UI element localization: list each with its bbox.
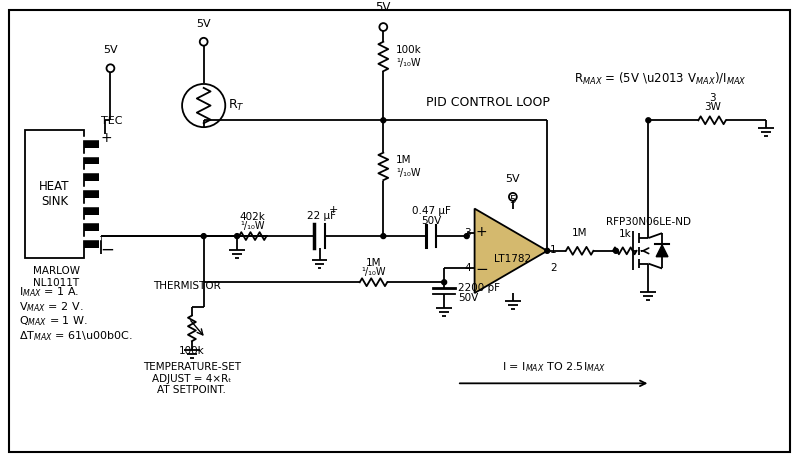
Text: −: − [101,241,114,259]
Text: 2200 pF: 2200 pF [458,283,500,293]
Text: 5: 5 [510,195,516,205]
Circle shape [464,234,469,238]
Text: −: − [475,262,488,277]
Text: +: + [101,131,112,145]
Text: Q$_{MAX}$ = 1 W.: Q$_{MAX}$ = 1 W. [19,315,88,328]
Text: 5V: 5V [506,174,520,184]
Bar [84,138,98,148]
Text: I = I$_{MAX}$ TO 2.5I$_{MAX}$: I = I$_{MAX}$ TO 2.5I$_{MAX}$ [502,360,606,375]
Text: 4: 4 [464,263,471,273]
Text: 1M: 1M [366,258,381,268]
Text: 5V: 5V [376,1,391,14]
Text: $\Delta$T$_{MAX}$ = 61\u00b0C.: $\Delta$T$_{MAX}$ = 61\u00b0C. [19,329,133,343]
Text: HEAT
SINK: HEAT SINK [39,180,70,208]
Text: 50V: 50V [458,293,478,303]
Polygon shape [656,245,668,257]
Text: 1M: 1M [572,228,587,238]
Text: 100k: 100k [396,44,422,54]
Text: 22 μF: 22 μF [307,212,336,222]
Bar [84,188,98,198]
Text: AT SETPOINT.: AT SETPOINT. [157,385,226,395]
Bar [84,238,98,248]
Text: 1: 1 [551,245,557,255]
Text: ¹/₁₀W: ¹/₁₀W [396,168,420,178]
Text: MARLOW: MARLOW [33,266,80,276]
Text: LT1782: LT1782 [495,254,531,264]
Bar [25,130,84,258]
Polygon shape [475,209,547,293]
Circle shape [381,234,386,238]
Text: I$_{MAX}$ = 1 A.: I$_{MAX}$ = 1 A. [19,285,79,299]
Text: THERMISTOR: THERMISTOR [153,281,221,291]
Text: 0.47 μF: 0.47 μF [412,207,451,217]
Text: 2: 2 [551,263,557,273]
Bar [84,222,98,231]
Bar [84,205,98,214]
Circle shape [235,234,240,238]
Text: 50V: 50V [421,216,442,226]
Circle shape [442,280,447,285]
Text: 1k: 1k [618,229,631,239]
Text: +: + [475,225,487,239]
Text: PID CONTROL LOOP: PID CONTROL LOOP [427,96,551,109]
Text: 3: 3 [709,93,715,103]
Text: TEMPERATURE-SET: TEMPERATURE-SET [143,362,241,372]
Text: 3: 3 [464,228,471,238]
Text: 402k: 402k [240,212,266,222]
Text: 5V: 5V [103,45,117,55]
Text: +: + [328,204,338,214]
Text: 3W: 3W [704,103,721,113]
Text: RFP30N06LE-ND: RFP30N06LE-ND [606,217,691,227]
Bar [84,155,98,164]
Text: TEC: TEC [101,116,122,126]
Text: 1M: 1M [396,154,411,164]
Circle shape [614,248,618,253]
Bar [84,171,98,181]
Text: NL1011T: NL1011T [34,278,80,288]
Text: ADJUST = 4×Rₜ: ADJUST = 4×Rₜ [153,374,232,384]
Circle shape [646,118,650,123]
Text: 5V: 5V [197,19,211,29]
Circle shape [381,118,386,123]
Text: ¹/₁₀W: ¹/₁₀W [396,59,420,69]
Circle shape [545,248,550,253]
Text: ¹/₁₀W: ¹/₁₀W [361,267,386,277]
Circle shape [201,234,206,238]
Text: V$_{MAX}$ = 2 V.: V$_{MAX}$ = 2 V. [19,300,84,314]
Text: R$_{MAX}$ = (5V \u2013 V$_{MAX}$)/I$_{MAX}$: R$_{MAX}$ = (5V \u2013 V$_{MAX}$)/I$_{MA… [574,71,746,87]
Text: 100k: 100k [179,346,205,356]
Text: ¹/₁₀W: ¹/₁₀W [240,221,265,231]
Text: R$_T$: R$_T$ [229,98,245,113]
